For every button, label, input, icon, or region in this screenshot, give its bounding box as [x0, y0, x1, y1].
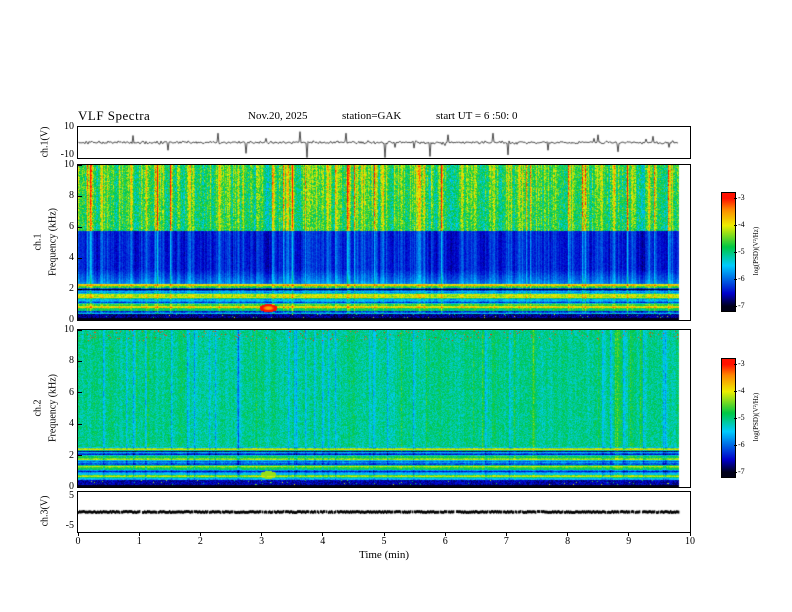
plot-title: VLF Spectra [78, 108, 151, 123]
x-tick-mark [322, 532, 324, 536]
ch3-panel [77, 491, 691, 533]
x-tick-mark [628, 532, 630, 536]
ch2-spectrogram-panel [77, 329, 691, 488]
colorbar-ch2-tick-mark [734, 391, 737, 392]
x-tick-mark [261, 532, 263, 536]
ch2-spectrogram-canvas [78, 330, 690, 487]
x-tick-label: 6 [442, 536, 448, 547]
colorbar-ch1-unit-label: log(PSD)(V²/Hz) [752, 226, 760, 276]
plot-start-ut: start UT = 6 :50: 0 [436, 110, 518, 122]
colorbar-ch2-tick-mark [734, 364, 737, 365]
spec1-y-tick-label: 8 [69, 190, 74, 201]
spec1-y-tick-mark [78, 226, 82, 228]
x-tick-mark [689, 532, 691, 536]
spec1-y-tick-label: 6 [69, 221, 74, 232]
colorbar-ch2-tick-mark [734, 445, 737, 446]
colorbar-ch2-tick-mark [734, 472, 737, 473]
colorbar-ch2-tick-label: -7 [738, 467, 745, 476]
colorbar-ch2-tick-label: -4 [738, 386, 745, 395]
spec2-y-tick-mark [78, 455, 82, 457]
x-tick-mark [77, 532, 79, 536]
x-tick-label: 9 [626, 536, 632, 547]
x-tick-label: 0 [75, 536, 81, 547]
x-tick-mark [444, 532, 446, 536]
spec2-y-tick-label: 8 [69, 355, 74, 367]
colorbar-ch1-tick-label: -3 [738, 193, 745, 202]
spec2-y-tick-label: 6 [69, 386, 74, 398]
colorbar-ch1-tick-label: -4 [738, 220, 745, 229]
x-tick-label: 8 [565, 536, 571, 547]
spec2-frequency-axis-label: Frequency (kHz) [47, 373, 59, 443]
colorbar-ch2-tick-mark [734, 418, 737, 419]
ch1-wave-ymin-label: -10 [60, 149, 74, 160]
x-tick-mark [199, 532, 201, 536]
x-tick-mark [505, 532, 507, 536]
spec1-y-tick-mark [78, 164, 82, 166]
spec2-y-tick-mark [78, 486, 82, 488]
colorbar-ch1-tick-mark [734, 306, 737, 307]
ch1-spectrogram-panel [77, 164, 691, 321]
spec1-y-tick-mark [78, 288, 82, 290]
colorbar-ch1-tick-label: -6 [738, 274, 745, 283]
colorbar-ch1 [721, 192, 736, 312]
time-axis-label: Time (min) [358, 549, 410, 561]
ch1-wave-axis-label: ch.1(V) [39, 126, 51, 158]
ch3-axis-label: ch.3(V) [39, 495, 51, 527]
colorbar-ch2-unit-label: log(PSD)(V²/Hz) [752, 392, 760, 442]
spec2-y-tick-label: 0 [69, 481, 74, 492]
colorbar-ch2-tick-label: -6 [738, 440, 745, 449]
x-tick-label: 7 [503, 536, 509, 547]
x-tick-label: 4 [320, 536, 326, 547]
spec1-y-tick-label: 2 [69, 283, 74, 294]
spec1-y-tick-mark [78, 319, 82, 321]
spec2-y-tick-mark [78, 329, 82, 331]
colorbar-ch1-canvas [722, 193, 735, 311]
ch3-waveform-canvas [78, 492, 690, 532]
spec2-y-tick-label: 4 [69, 418, 74, 430]
spec1-y-tick-label: 0 [69, 314, 74, 325]
spec1-frequency-axis-label: Frequency (kHz) [47, 207, 59, 277]
colorbar-ch1-tick-label: -7 [738, 301, 745, 310]
x-tick-mark [567, 532, 569, 536]
colorbar-ch1-tick-mark [734, 279, 737, 280]
x-tick-label: 3 [259, 536, 265, 547]
spec2-y-tick-mark [78, 360, 82, 362]
colorbar-ch2 [721, 358, 736, 478]
ch1-waveform-panel [77, 126, 691, 159]
x-tick-label: 10 [685, 536, 695, 547]
spec1-channel-label: ch.1 [32, 233, 44, 251]
colorbar-ch2-tick-label: -3 [738, 359, 745, 368]
colorbar-ch2-canvas [722, 359, 735, 477]
x-tick-label: 2 [197, 536, 203, 547]
ch3-ymin-label: -5 [65, 520, 74, 531]
plot-station: station=GAK [342, 110, 402, 122]
colorbar-ch1-tick-mark [734, 225, 737, 226]
spec2-channel-label: ch.2 [32, 399, 44, 417]
colorbar-ch1-tick-label: -5 [738, 247, 745, 256]
colorbar-ch1-tick-mark [734, 252, 737, 253]
spec1-y-tick-mark [78, 257, 82, 259]
spec1-y-tick-label: 4 [69, 252, 74, 263]
colorbar-ch2-tick-label: -5 [738, 413, 745, 422]
spec2-y-tick-label: 2 [69, 449, 74, 461]
x-tick-mark [383, 532, 385, 536]
spec2-y-tick-mark [78, 392, 82, 394]
x-tick-mark [138, 532, 140, 536]
ch1-wave-ymax-label: 10 [64, 121, 74, 132]
ch1-spectrogram-canvas [78, 165, 690, 320]
ch1-waveform-canvas [78, 127, 690, 158]
x-tick-label: 1 [136, 536, 142, 547]
plot-date: Nov.20, 2025 [248, 110, 308, 122]
spec1-y-tick-mark [78, 195, 82, 197]
spec2-y-tick-mark [78, 423, 82, 425]
spec1-y-tick-label: 10 [64, 159, 74, 170]
colorbar-ch1-tick-mark [734, 198, 737, 199]
x-tick-label: 5 [381, 536, 387, 547]
ch3-ymax-label: 5 [69, 490, 74, 501]
spec2-y-tick-label: 10 [64, 324, 74, 335]
